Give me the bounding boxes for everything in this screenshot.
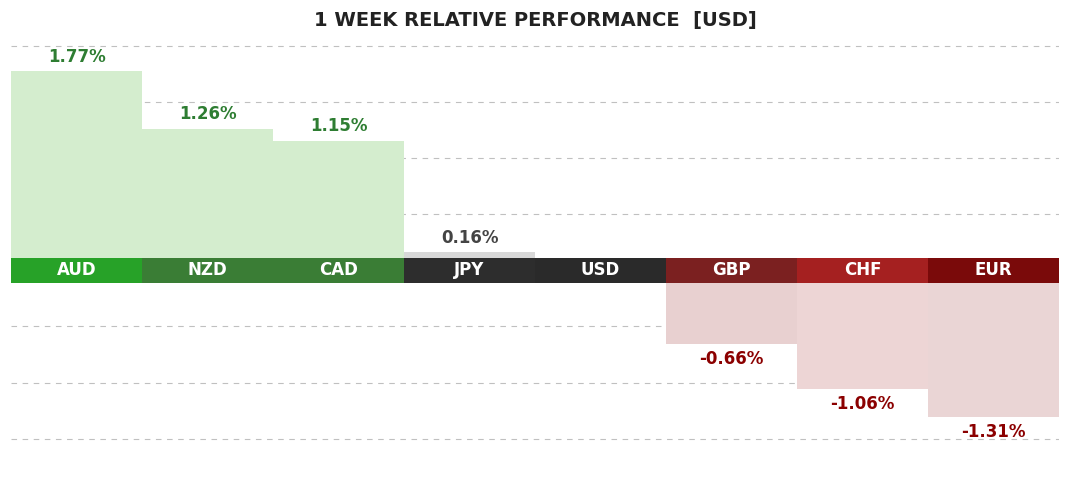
- Bar: [404, 258, 535, 282]
- Title: 1 WEEK RELATIVE PERFORMANCE  [USD]: 1 WEEK RELATIVE PERFORMANCE [USD]: [314, 11, 756, 30]
- Bar: [797, 258, 928, 282]
- Bar: [928, 270, 1059, 417]
- Bar: [11, 258, 142, 282]
- Bar: [404, 252, 535, 270]
- Text: 1.77%: 1.77%: [48, 48, 106, 66]
- Bar: [797, 270, 928, 390]
- Bar: [142, 258, 273, 282]
- Bar: [273, 141, 404, 270]
- Text: CHF: CHF: [843, 261, 882, 279]
- Text: AUD: AUD: [57, 261, 96, 279]
- Text: JPY: JPY: [455, 261, 485, 279]
- Bar: [928, 258, 1059, 282]
- Text: CAD: CAD: [319, 261, 358, 279]
- Text: GBP: GBP: [713, 261, 751, 279]
- Bar: [273, 258, 404, 282]
- Bar: [666, 258, 797, 282]
- Bar: [535, 258, 666, 282]
- Bar: [142, 129, 273, 270]
- Text: 0.16%: 0.16%: [441, 228, 499, 247]
- Bar: [666, 270, 797, 345]
- Text: NZD: NZD: [187, 261, 228, 279]
- Text: USD: USD: [581, 261, 621, 279]
- Text: -1.06%: -1.06%: [830, 395, 895, 413]
- Bar: [11, 71, 142, 270]
- Text: -1.31%: -1.31%: [961, 423, 1026, 441]
- Text: 1.15%: 1.15%: [310, 118, 367, 135]
- Text: 1.26%: 1.26%: [179, 105, 236, 123]
- Text: EUR: EUR: [975, 261, 1012, 279]
- Text: -0.66%: -0.66%: [700, 350, 764, 368]
